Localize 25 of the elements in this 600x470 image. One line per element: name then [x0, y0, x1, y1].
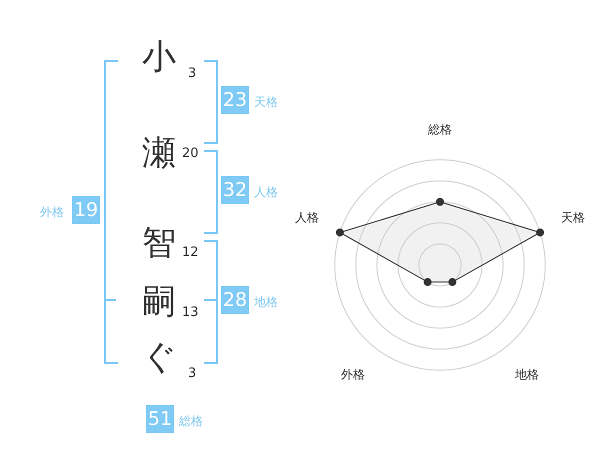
text: 嗣 [142, 282, 176, 322]
spoke-label: 天格 [561, 210, 585, 225]
spoke-label: 総格 [427, 122, 452, 137]
spoke-label: 外格 [341, 367, 366, 382]
text: 32 [221, 176, 249, 204]
text: 23 [221, 86, 249, 114]
text: 3 [188, 66, 196, 81]
text: 智 [142, 223, 176, 263]
text: 総格 [179, 414, 203, 428]
text: 19 [72, 196, 100, 224]
text: 12 [182, 245, 199, 260]
text: 地格 [254, 295, 278, 309]
text: 天格 [254, 95, 278, 109]
spoke-label: 地格 [514, 367, 539, 382]
text: 13 [182, 305, 199, 320]
text: ぐ [142, 337, 177, 377]
spoke-label: 人格 [295, 210, 319, 225]
text: 人格 [254, 185, 278, 199]
text: 51 [146, 405, 174, 433]
text: 外格 [40, 205, 64, 219]
text: 20 [182, 146, 199, 161]
text: 28 [221, 286, 249, 314]
text: 小 [142, 37, 176, 77]
text: 3 [188, 366, 196, 381]
text: 瀬 [142, 133, 176, 173]
